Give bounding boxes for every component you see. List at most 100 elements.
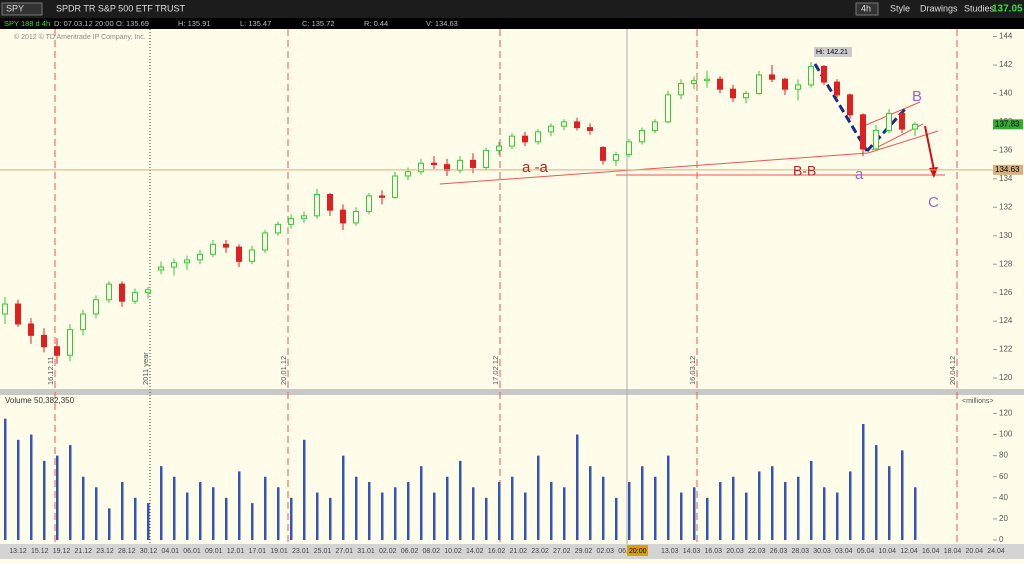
candle-body [899,112,905,130]
volume-bar [836,492,839,540]
y-tick-label: 130 [999,231,1013,240]
volume-bar [381,492,384,540]
date-label: 02.02 [379,548,397,555]
candle-body [548,125,554,133]
candle-body [691,80,697,84]
volume-bar [485,497,488,540]
candle-body [392,175,398,198]
candle-body [860,114,866,150]
copyright: © 2012 © TD Ameritrade IP Company, Inc. [14,33,146,41]
candle-body [67,329,73,356]
high-label-box [814,47,852,57]
style-button[interactable]: Style [890,3,910,13]
candle-body [405,171,411,177]
candle-body [366,195,372,213]
candle-body [652,121,658,131]
candle-body [223,243,229,248]
period-label: 16.03.12 [688,356,697,385]
candle-body [2,303,8,315]
period-label: 20.01.12 [279,356,288,385]
volume-bar [914,487,917,540]
y-tick-label: 134 [999,174,1013,183]
toolbar [0,0,1024,18]
interval-button[interactable] [855,2,879,16]
info-item: H: 135.91 [178,19,211,28]
volume-bar [342,455,345,540]
date-label: 04.01 [161,548,179,555]
volume-bar [888,466,891,540]
volume-bar [680,492,683,540]
annotation: B-B [793,163,816,179]
volume-bar [459,460,462,540]
date-label: 28.12 [118,548,136,555]
y-tick-label: 100 [999,430,1013,439]
candle-body [457,159,463,171]
y-tick-label: 0 [999,535,1004,544]
candle-body [769,74,775,80]
symbol-box[interactable] [1,2,43,16]
channel-line [865,101,921,126]
candle-body [418,162,424,173]
volume-bar [862,423,865,540]
volume-bar [264,476,267,540]
date-label: 23.01 [292,548,310,555]
studies-button[interactable]: Studies [964,3,995,13]
volume-bar [238,471,241,540]
y-tick-label: 126 [999,288,1013,297]
candle-body [93,299,99,315]
date-label: 12.01 [227,548,245,555]
price-marker-label: 134.63 [995,165,1020,174]
candle-body [288,218,294,225]
candle-body [782,78,788,90]
volume-bar [368,481,371,540]
volume-bar [17,439,20,540]
volume-bar [498,481,501,540]
volume-bar [251,503,254,540]
date-label: 03.04 [835,548,853,555]
volume-bar [719,481,722,540]
y-tick-label: 120 [999,373,1013,382]
volume-bar [160,466,163,540]
volume-bar [641,466,644,540]
date-label: 05.04 [857,548,875,555]
volume-bar [550,481,553,540]
volume-bar [524,492,527,540]
candle-body [834,81,840,96]
trend-line [439,152,869,185]
info-item: O: 135.69 [116,19,149,28]
date-label: 19.12 [53,548,71,555]
volume-bar [277,487,280,540]
candle-body [431,162,437,166]
candle-body [171,262,177,268]
candle-body [132,292,138,302]
candle-body [912,123,918,130]
price-marker [993,164,1023,175]
date-label: 06.01 [183,548,201,555]
candle-body [470,159,476,168]
volume-bar [654,476,657,540]
volume-bar [875,445,878,540]
volume-bar [43,460,46,540]
date-label: 21.02 [509,548,527,555]
volume-bar [82,476,85,540]
candle-body [119,283,125,302]
volume-bar [121,481,124,540]
price-marker [993,119,1023,130]
drawings-button[interactable]: Drawings [920,3,958,13]
volume-bar [134,497,137,540]
info-group: SPY 188 d 4h D: 07.03.12 20:00 O: 135.69 H:… [4,19,458,28]
date-label: 18.04 [944,548,962,555]
date-label: 10.02 [444,548,462,555]
date-label: 26.03 [770,548,788,555]
y-tick-label: 122 [999,345,1013,354]
volume-bar [420,466,423,540]
volume-bar [199,481,202,540]
date-label: 12.04 [900,548,918,555]
annotation: C [928,194,939,211]
candle-body [847,94,853,116]
date-label: 30.12 [140,548,158,555]
candle-body [873,129,879,150]
candle-body [561,121,567,127]
volume-bar [810,460,813,540]
